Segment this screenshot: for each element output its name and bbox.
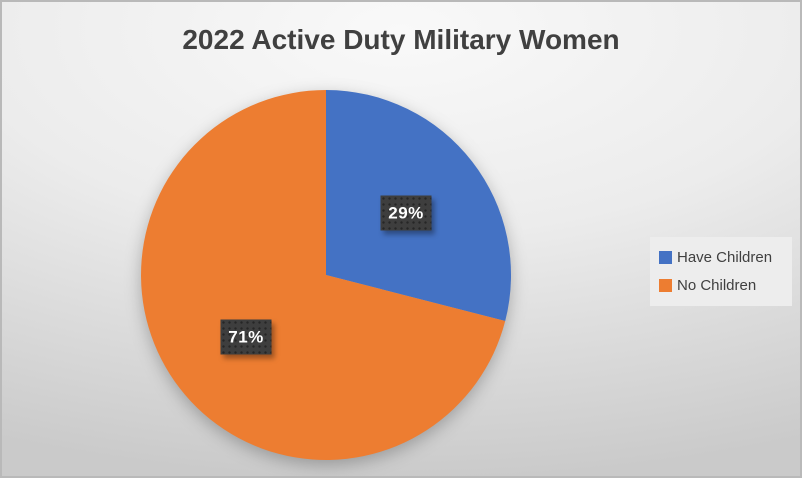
pie-slice-no-children <box>141 90 506 460</box>
legend-label: No Children <box>677 277 757 295</box>
data-label-no-children: 71% <box>220 319 272 355</box>
legend-item-have-children: Have Children <box>659 249 792 266</box>
legend-swatch-icon <box>659 250 672 264</box>
legend-swatch-icon <box>659 279 672 293</box>
legend-label: Have Children <box>677 248 773 266</box>
data-label-have-children: 29% <box>380 195 432 231</box>
legend-item-no-children: No Children <box>659 277 792 294</box>
chart-title: 2022 Active Duty Military Women <box>182 24 620 55</box>
pie-slices <box>141 90 512 460</box>
legend: Have Children No Children <box>650 237 792 306</box>
